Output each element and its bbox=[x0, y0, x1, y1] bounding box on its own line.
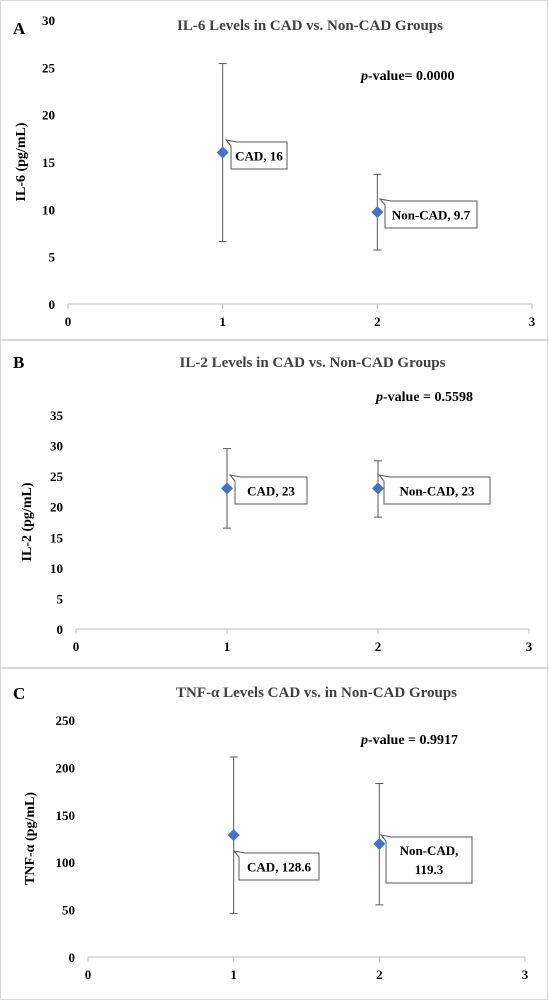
chart-panel-b: B IL-2 Levels in CAD vs. Non-CAD Groups IL… bbox=[0, 340, 548, 668]
y-tick-label: 5 bbox=[57, 591, 64, 606]
p-value-annotation: p-value = 0.9917 bbox=[360, 733, 458, 748]
x-tick-label: 2 bbox=[376, 967, 383, 982]
p-value-text: -value= 0.0000 bbox=[368, 69, 455, 84]
data-label-box bbox=[377, 474, 491, 505]
x-tick-label: 0 bbox=[73, 639, 80, 654]
data-label-box bbox=[378, 198, 478, 229]
x-tick-label: 1 bbox=[230, 967, 237, 982]
panel-letter: B bbox=[13, 353, 24, 372]
y-tick-label: 35 bbox=[50, 408, 64, 423]
y-tick-label: 250 bbox=[56, 713, 76, 728]
x-tick-label: 0 bbox=[85, 967, 92, 982]
y-tick-label: 20 bbox=[42, 108, 55, 123]
data-label: Non-CAD, 23 bbox=[399, 484, 475, 499]
p-value-symbol: p bbox=[360, 69, 368, 84]
y-tick-label: 20 bbox=[50, 500, 63, 515]
x-tick-label: 3 bbox=[522, 967, 529, 982]
data-label: Non-CAD, 9.7 bbox=[392, 208, 471, 223]
x-tick-label: 2 bbox=[375, 639, 382, 654]
chart-panel-a: A IL-6 Levels in CAD vs. Non-CAD Groups IL… bbox=[0, 0, 548, 340]
chart-title: TNF-α Levels CAD vs. in Non-CAD Groups bbox=[176, 685, 457, 701]
y-tick-label: 150 bbox=[56, 808, 76, 823]
data-point-marker bbox=[372, 482, 384, 495]
y-tick-label: 10 bbox=[42, 202, 55, 217]
data-label-box bbox=[224, 139, 288, 170]
y-tick-label: 10 bbox=[50, 561, 63, 576]
y-axis-label: IL-2 (pg/mL) bbox=[20, 482, 35, 561]
data-label: CAD, 128.6 bbox=[247, 860, 311, 875]
data-label: CAD, 23 bbox=[247, 484, 295, 499]
y-axis-label: TNF-α (pg/mL) bbox=[23, 792, 38, 885]
y-tick-label: 200 bbox=[56, 760, 76, 775]
y-tick-label: 5 bbox=[49, 250, 56, 265]
data-point-marker bbox=[373, 837, 386, 850]
data-point-marker bbox=[221, 482, 233, 495]
p-value-symbol: p bbox=[375, 390, 383, 405]
data-point-marker bbox=[216, 146, 229, 159]
tnf-chart: C TNF-α Levels CAD vs. in Non-CAD Groups T… bbox=[13, 684, 529, 982]
y-tick-label: 15 bbox=[42, 155, 56, 170]
x-tick-label: 3 bbox=[526, 639, 533, 654]
panel-letter: A bbox=[13, 19, 26, 38]
chart-title: IL-2 Levels in CAD vs. Non-CAD Groups bbox=[179, 355, 445, 371]
y-tick-label: 25 bbox=[50, 469, 64, 484]
y-tick-label: 30 bbox=[50, 439, 63, 454]
x-tick-label: 2 bbox=[374, 314, 381, 329]
data-point-marker bbox=[227, 829, 240, 842]
y-tick-label: 100 bbox=[56, 855, 76, 870]
x-tick-label: 3 bbox=[529, 314, 536, 329]
y-tick-label: 25 bbox=[42, 60, 56, 75]
y-tick-label: 0 bbox=[49, 297, 56, 312]
data-label-box bbox=[232, 850, 320, 881]
y-tick-label: 0 bbox=[57, 622, 64, 637]
il2-chart: B IL-2 Levels in CAD vs. Non-CAD Groups IL… bbox=[13, 353, 533, 654]
data-label-box bbox=[379, 834, 473, 884]
p-value-annotation: p-value= 0.0000 bbox=[360, 69, 455, 84]
p-value-symbol: p bbox=[360, 733, 368, 748]
p-value-text: -value = 0.9917 bbox=[368, 733, 458, 748]
y-axis-label: IL-6 (pg/mL) bbox=[14, 122, 29, 201]
data-label-box bbox=[228, 474, 308, 505]
data-label: CAD, 16 bbox=[235, 149, 283, 164]
p-value-annotation: p-value = 0.5598 bbox=[375, 390, 473, 405]
p-value-text: -value = 0.5598 bbox=[383, 390, 473, 405]
data-point-marker bbox=[371, 206, 384, 219]
x-tick-label: 0 bbox=[65, 314, 72, 329]
il6-chart: A IL-6 Levels in CAD vs. Non-CAD Groups IL… bbox=[13, 13, 536, 329]
y-tick-label: 15 bbox=[50, 530, 64, 545]
panel-letter: C bbox=[13, 684, 25, 703]
x-tick-label: 1 bbox=[224, 639, 231, 654]
chart-panel-c: C TNF-α Levels CAD vs. in Non-CAD Groups T… bbox=[0, 668, 548, 1000]
data-label: 119.3 bbox=[415, 862, 444, 877]
y-tick-label: 50 bbox=[62, 903, 75, 918]
y-tick-label: 0 bbox=[69, 950, 76, 965]
data-label: Non-CAD, bbox=[400, 843, 459, 858]
x-tick-label: 1 bbox=[219, 314, 226, 329]
y-tick-label: 30 bbox=[42, 13, 55, 28]
chart-title: IL-6 Levels in CAD vs. Non-CAD Groups bbox=[177, 18, 443, 34]
